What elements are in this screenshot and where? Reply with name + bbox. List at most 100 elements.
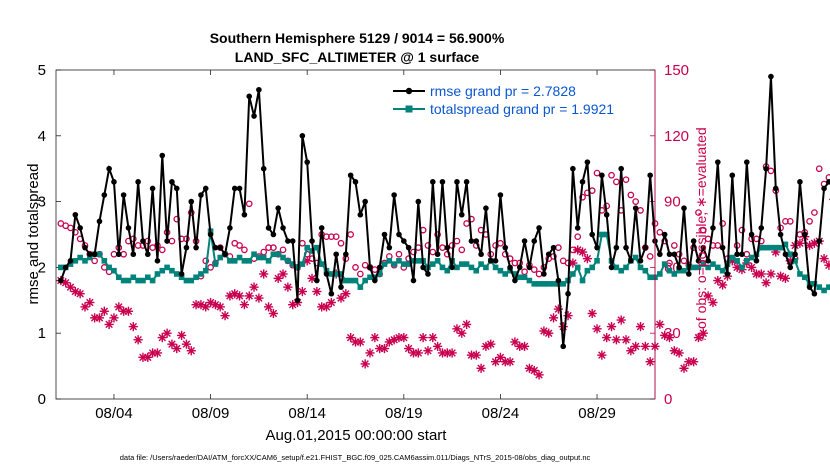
rmse-point (396, 231, 402, 238)
y-left-tick-label: 4 (38, 128, 46, 145)
obs-evaluated-point (587, 308, 597, 319)
totalspread-point (666, 267, 673, 274)
totalspread-point (632, 254, 639, 261)
rmse-point (642, 244, 649, 251)
obs-evaluated-point (413, 348, 423, 358)
rmse-point (106, 165, 112, 172)
obs-evaluated-point (582, 254, 592, 264)
rmse-point (686, 271, 692, 277)
rmse-point (111, 179, 117, 185)
totalspread-point (352, 277, 359, 284)
totalspread-point (415, 258, 422, 264)
totalspread-point (599, 231, 605, 238)
rmse-point (376, 264, 383, 271)
totalspread-point (183, 277, 190, 284)
obs-evaluated-point (519, 341, 530, 351)
rmse-point (647, 172, 653, 179)
rmse-point (352, 179, 359, 185)
obs-evaluated-point (795, 238, 805, 248)
obs-possible-point (279, 246, 287, 254)
rmse-point (516, 264, 523, 271)
totalspread-point (458, 261, 465, 267)
obs-evaluated-point (80, 302, 90, 312)
rmse-point (280, 225, 286, 231)
rmse-point (202, 185, 209, 192)
obs-evaluated-point (713, 275, 723, 286)
obs-evaluated-point (152, 348, 163, 358)
rmse-point (265, 225, 272, 231)
obs-evaluated-point (341, 289, 351, 299)
obs-evaluated-point (544, 328, 554, 338)
totalspread-point (149, 277, 156, 284)
totalspread-point (507, 267, 513, 274)
totalspread-point (265, 258, 272, 264)
rmse-point (526, 264, 533, 271)
totalspread-point (82, 258, 88, 264)
rmse-point (77, 225, 83, 231)
rmse-point (821, 185, 827, 192)
rmse-point (816, 238, 823, 244)
totalspread-point (251, 251, 257, 258)
rmse-point (381, 231, 388, 238)
obs-possible-point (337, 239, 345, 247)
totalspread-point (386, 258, 393, 264)
rmse-point (169, 179, 175, 185)
totalspread-point (579, 277, 586, 284)
totalspread-point (304, 244, 310, 251)
rmse-point (120, 192, 127, 198)
totalspread-point (618, 267, 624, 274)
obs-evaluated-point (268, 308, 278, 319)
totalspread-point (681, 267, 687, 274)
obs-possible-point (530, 266, 538, 273)
rmse-point (135, 179, 141, 185)
obs-evaluated-point (99, 306, 109, 316)
totalspread-point (434, 258, 441, 264)
rmse-point (487, 258, 494, 264)
obs-possible-point (458, 246, 466, 254)
totalspread-point (603, 231, 610, 238)
totalspread-point (743, 258, 750, 264)
totalspread-point (280, 254, 286, 261)
y-right-tick-label: 150 (664, 62, 689, 79)
obs-evaluated-point (577, 247, 588, 257)
obs-evaluated-point (220, 311, 230, 321)
totalspread-point (164, 264, 170, 271)
obs-evaluated-point (780, 273, 791, 283)
rmse-point (87, 251, 93, 258)
totalspread-point (362, 277, 368, 284)
totalspread-point (613, 264, 620, 271)
totalspread-point (67, 261, 74, 267)
rmse-point (140, 238, 146, 244)
totalspread-point (729, 254, 736, 261)
totalspread-point (429, 261, 436, 267)
totalspread-point (787, 251, 794, 258)
rmse-point (536, 225, 542, 231)
obs-evaluated-point (283, 282, 293, 292)
totalspread-point (705, 264, 711, 271)
totalspread-point (661, 261, 668, 267)
obs-evaluated-point (664, 332, 675, 343)
totalspread-point (87, 254, 93, 261)
y-right-tick-label: 90 (664, 194, 681, 211)
rmse-point (251, 113, 257, 119)
obs-possible-point (579, 193, 586, 201)
totalspread-point (130, 274, 137, 281)
rmse-point (743, 159, 750, 165)
rmse-point (724, 271, 731, 277)
totalspread-point (550, 281, 557, 287)
totalspread-point (473, 267, 480, 274)
obs-evaluated-point (176, 330, 187, 340)
rmse-point (458, 211, 465, 218)
totalspread-point (570, 271, 576, 277)
rmse-point (260, 165, 267, 172)
rmse-point (657, 251, 663, 258)
obs-evaluated-point (689, 357, 699, 367)
rmse-point (507, 264, 513, 271)
obs-possible-point (656, 228, 664, 236)
obs-evaluated-point (718, 280, 728, 290)
rmse-point (299, 133, 306, 139)
rmse-point (91, 251, 98, 258)
x-axis-label: Aug.01,2015 00:00:00 start (266, 427, 448, 444)
rmse-point (439, 179, 446, 185)
